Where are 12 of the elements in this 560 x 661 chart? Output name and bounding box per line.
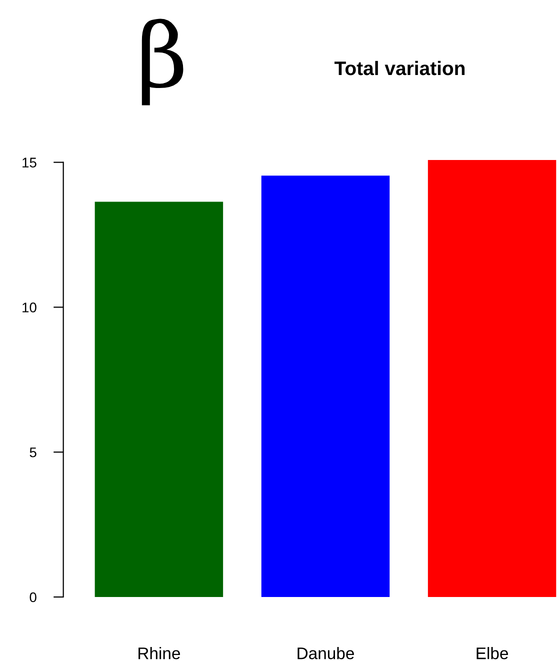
x-tick-label: Rhine [138, 647, 180, 660]
y-tick-label: 15 [22, 158, 36, 168]
bar [428, 160, 556, 597]
y-tick-label: 5 [30, 448, 36, 458]
x-tick-label: Elbe [476, 647, 508, 660]
bar [94, 202, 224, 597]
bar [261, 176, 390, 597]
x-tick-label: Danube [298, 647, 354, 660]
y-tick-label: 0 [30, 592, 36, 602]
chart-title: Total variation [334, 60, 465, 76]
y-tick-label: 10 [22, 302, 36, 312]
text: β [142, 18, 184, 106]
